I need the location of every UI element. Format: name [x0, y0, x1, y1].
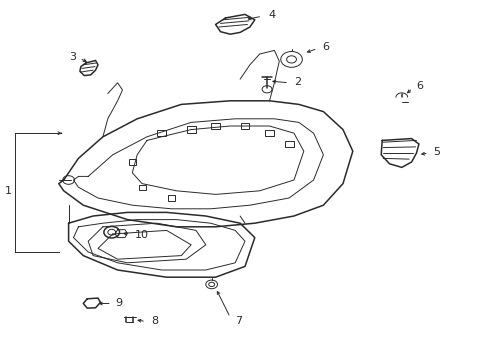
- Text: 6: 6: [416, 81, 423, 91]
- Text: 6: 6: [322, 42, 329, 52]
- Text: 3: 3: [69, 52, 76, 62]
- Text: 2: 2: [294, 77, 301, 87]
- Text: 7: 7: [236, 316, 243, 326]
- Bar: [187, 126, 196, 133]
- Text: 10: 10: [135, 230, 149, 240]
- Text: 4: 4: [269, 10, 276, 20]
- Bar: [285, 141, 294, 147]
- Bar: [129, 159, 136, 165]
- Text: 5: 5: [434, 147, 441, 157]
- Bar: [241, 123, 249, 129]
- Bar: [157, 130, 166, 136]
- Text: 1: 1: [5, 186, 12, 196]
- Bar: [139, 185, 146, 190]
- Text: 8: 8: [151, 316, 158, 326]
- Bar: [265, 130, 274, 136]
- Bar: [168, 195, 175, 201]
- Text: 9: 9: [115, 298, 122, 309]
- Bar: [211, 123, 220, 129]
